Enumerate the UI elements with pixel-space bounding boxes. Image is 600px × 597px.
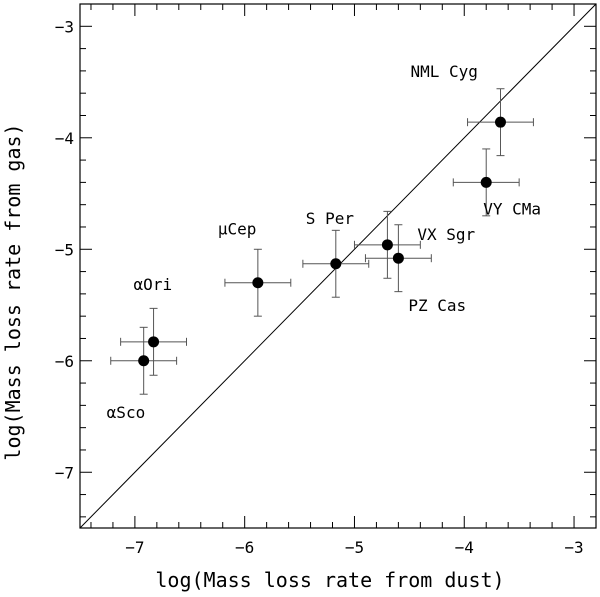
data-point: [480, 176, 492, 188]
tick-labels: −7 −6 −5 −4 −3 −7 −6 −5 −4 −3: [55, 17, 584, 557]
y-tick-label: −6: [55, 352, 74, 371]
data-points: [138, 116, 506, 367]
y-tick-label: −5: [55, 240, 74, 259]
data-point: [392, 252, 404, 264]
data-point: [138, 355, 150, 367]
y-tick-label: −3: [55, 17, 74, 36]
data-point: [148, 336, 160, 348]
star-label: αOri: [134, 275, 173, 294]
star-label: αSco: [107, 403, 146, 422]
star-label: μCep: [218, 220, 257, 239]
plot-frame: [79, 3, 597, 529]
star-label: S Per: [306, 209, 355, 228]
x-tick-label: −7: [125, 538, 144, 557]
data-point: [381, 239, 393, 251]
data-point: [252, 277, 264, 289]
data-point: [330, 258, 342, 270]
x-tick-label: −3: [564, 538, 583, 557]
x-tick-label: −4: [455, 538, 474, 557]
x-tick-label: −6: [235, 538, 254, 557]
star-label: PZ Cas: [408, 296, 466, 315]
star-label: NML Cyg: [410, 62, 477, 81]
x-tick-label: −5: [345, 538, 364, 557]
y-axis-label: log(Mass loss rate from gas): [1, 123, 25, 460]
axis-ticks: [80, 3, 597, 528]
y-tick-label: −7: [55, 463, 74, 482]
star-label: VY CMa: [483, 199, 541, 218]
star-label: VX Sgr: [417, 225, 475, 244]
star-labels: NML Cyg VY CMa VX Sgr PZ Cas S Per μCep αOri αS…: [107, 62, 541, 422]
data-point: [494, 116, 506, 128]
x-axis-label: log(Mass loss rate from dust): [155, 568, 504, 592]
y-tick-label: −4: [55, 129, 74, 148]
